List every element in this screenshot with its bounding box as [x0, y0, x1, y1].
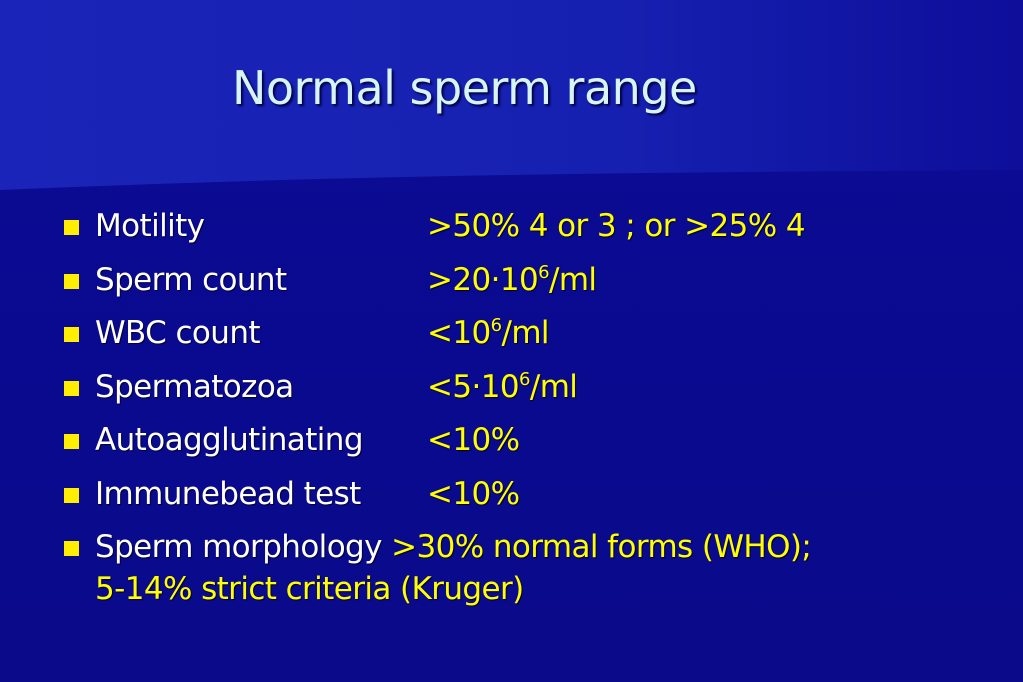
- item-value: >30% normal forms (WHO);: [391, 529, 812, 565]
- bullet-list: Motility >50% 4 or 3 ; or >25% 4 Sperm c…: [60, 202, 1000, 623]
- square-bullet-icon: [64, 380, 79, 396]
- item-value: <10%: [427, 475, 520, 512]
- item-label: Immunebead test: [95, 475, 361, 512]
- item-label-with-value: Sperm morphology >30% normal forms (WHO)…: [95, 523, 812, 571]
- list-item: Immunebead test <10%: [60, 470, 1000, 524]
- item-value: >50% 4 or 3 ; or >25% 4: [427, 208, 806, 244]
- item-value: >20·106/ml: [427, 261, 597, 298]
- list-item: Motility >50% 4 or 3 ; or >25% 4: [60, 202, 1000, 256]
- square-bullet-icon: [64, 273, 79, 289]
- square-bullet-icon: [64, 541, 79, 556]
- list-item: Sperm morphology >30% normal forms (WHO)…: [60, 523, 1000, 623]
- item-label: Sperm count: [95, 261, 287, 298]
- list-item: Sperm count >20·106/ml: [60, 256, 1000, 310]
- square-bullet-icon: [64, 327, 79, 342]
- square-bullet-icon: [64, 434, 79, 449]
- item-label: WBC count: [95, 315, 261, 351]
- item-label: Spermatozoa: [95, 368, 294, 405]
- square-bullet-icon: [64, 220, 79, 235]
- item-label: Motility: [95, 208, 205, 244]
- list-item: Spermatozoa <5·106/ml: [60, 363, 1000, 417]
- list-item: Autoagglutinating <10%: [60, 416, 1000, 470]
- item-value-continuation: 5-14% strict criteria (Kruger): [95, 571, 524, 607]
- item-label: Sperm morphology: [95, 529, 382, 565]
- list-item: WBC count <106/ml: [60, 309, 1000, 363]
- item-label: Autoagglutinating: [95, 422, 364, 458]
- item-value: <106/ml: [427, 315, 550, 351]
- item-value: <5·106/ml: [427, 368, 578, 405]
- square-bullet-icon: [64, 487, 79, 503]
- item-value: <10%: [427, 422, 520, 458]
- slide-title: Normal sperm range: [232, 61, 697, 115]
